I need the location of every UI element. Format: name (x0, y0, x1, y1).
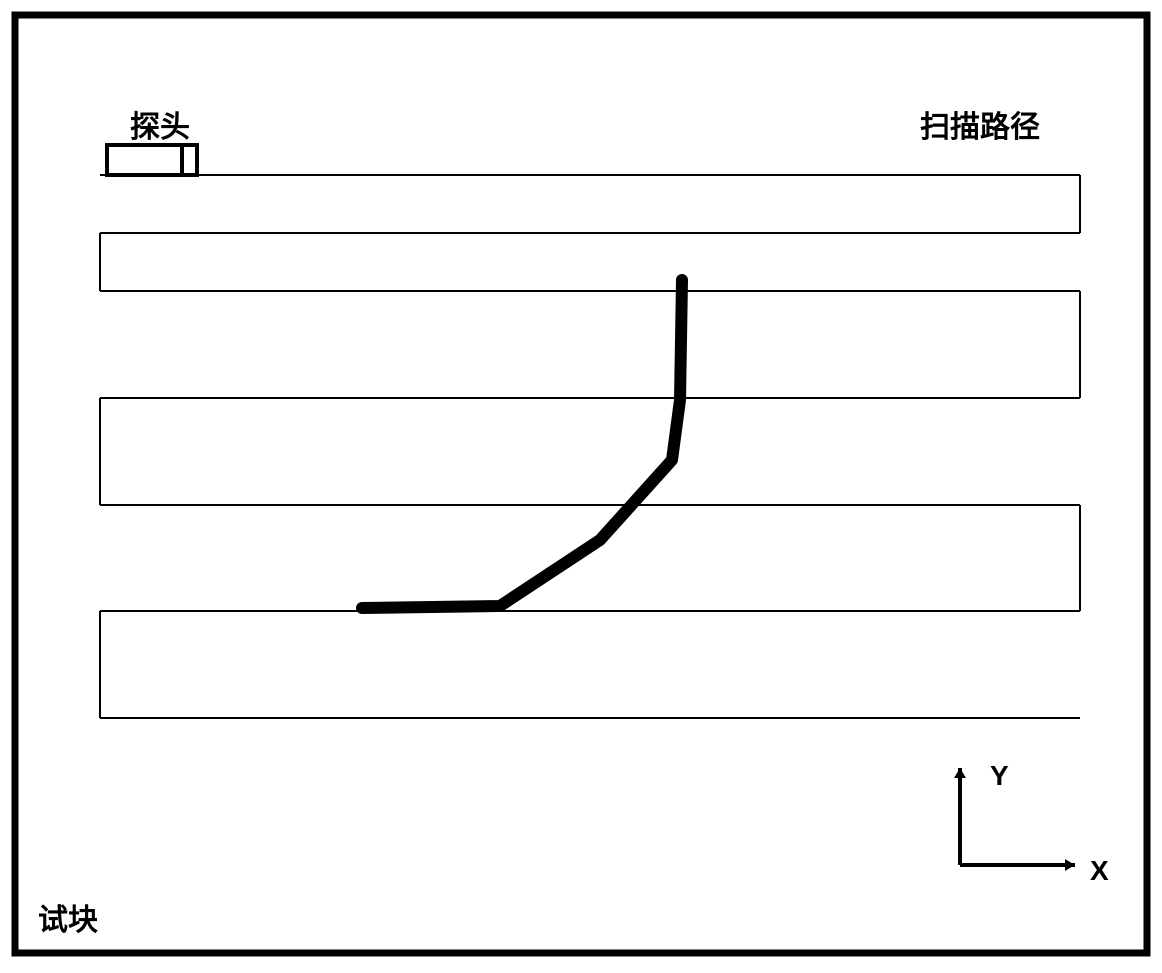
coordinate-axes (954, 768, 1075, 871)
scan-path-label: 扫描路径 (920, 102, 1040, 146)
probe-label: 探头 (130, 102, 190, 146)
y-axis-label: Y (990, 760, 1009, 792)
defect-curve (362, 280, 682, 608)
scan-path (100, 175, 1080, 718)
x-axis-label: X (1090, 855, 1109, 887)
test-block-label: 试块 (38, 895, 98, 939)
outer-frame (15, 15, 1147, 953)
probe-icon (107, 145, 197, 175)
diagram-container: 探头 扫描路径 试块 X Y (0, 0, 1162, 968)
